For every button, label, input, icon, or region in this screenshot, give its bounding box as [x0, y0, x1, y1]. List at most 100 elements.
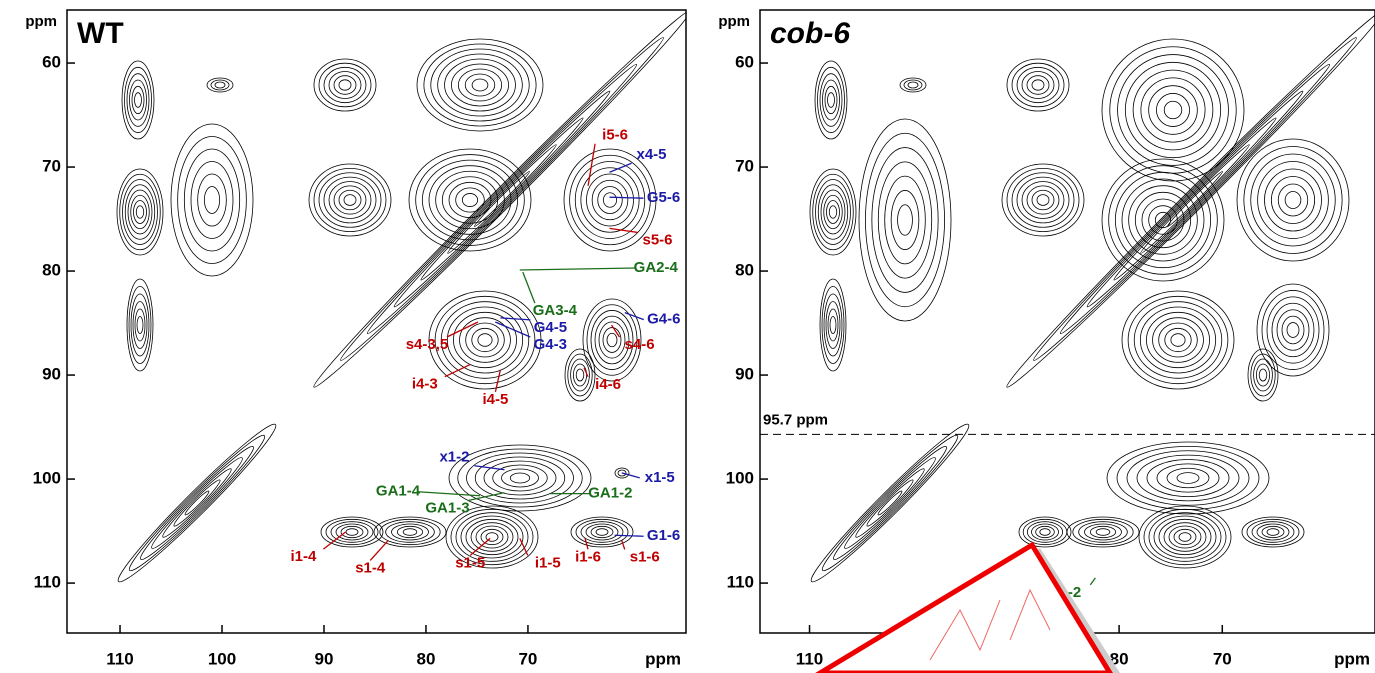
y-tick-label: 70 [42, 157, 61, 176]
contour-line [1147, 460, 1229, 497]
contour-line [438, 54, 523, 116]
contour-line [1285, 192, 1301, 209]
contour-line [1027, 76, 1049, 95]
annotation-label: GA1-4 [376, 483, 421, 500]
contour-line [397, 526, 422, 537]
contour-line [386, 522, 435, 543]
contour-line [1002, 164, 1084, 236]
annotation-leader [520, 538, 528, 555]
contour-line [137, 317, 143, 334]
contour-line [1244, 147, 1342, 254]
contour-line [159, 465, 235, 541]
y-tick-label: 110 [34, 573, 61, 592]
contour-line [1017, 67, 1059, 102]
x-tick-label: 70 [1213, 649, 1232, 668]
contour-line [565, 349, 595, 401]
contour-line [339, 190, 361, 210]
contour-line [1272, 303, 1314, 356]
contour-line [1107, 442, 1269, 514]
contour-line [1144, 509, 1226, 564]
contour-line [1125, 62, 1220, 157]
contour-line [824, 294, 842, 356]
contour-line [607, 333, 617, 346]
annotation-label: GA3-4 [533, 302, 578, 319]
contour-line [581, 522, 623, 543]
annotation-leader [418, 492, 480, 496]
contour-line [117, 169, 163, 255]
contour-line [472, 328, 498, 351]
plot-area [804, 4, 1375, 589]
contour-line [441, 302, 529, 379]
contour-line [804, 417, 977, 590]
annotation-leader [520, 268, 636, 270]
annotation-label: i1-4 [290, 548, 317, 565]
x-tick-label: 110 [106, 649, 133, 668]
contour-line [1012, 173, 1074, 228]
contour-line [821, 190, 845, 234]
contour-line [449, 445, 591, 511]
contour-line [1171, 334, 1185, 347]
contour-line [1007, 59, 1069, 111]
contour-line [864, 477, 915, 528]
contour-line [502, 469, 539, 487]
annotation-label: i1-5 [535, 554, 561, 571]
contour-line [596, 529, 608, 536]
contour-line [1117, 446, 1259, 509]
contour-line [1134, 302, 1222, 379]
contour-line [1027, 522, 1062, 543]
contour-line [1282, 316, 1304, 344]
contour-line [462, 193, 477, 206]
contour-line [828, 441, 952, 565]
contour-line [1146, 312, 1209, 367]
contour-line [475, 457, 565, 499]
contour-line [380, 519, 440, 544]
contour-line [825, 86, 837, 113]
y-tick-label: 80 [735, 261, 754, 280]
contour-line [1137, 455, 1239, 501]
annotation-label: i4-3 [412, 376, 438, 393]
annotation-label: s1-4 [355, 559, 386, 576]
contour-line [1287, 323, 1299, 338]
contour-line [435, 296, 535, 383]
contour-line [1164, 101, 1182, 119]
contour-line [1133, 70, 1213, 150]
y-tick-label: 90 [42, 365, 61, 384]
contour-line [319, 173, 381, 228]
contour-line [852, 465, 928, 541]
contour-line [1122, 291, 1234, 389]
contour-line [1251, 154, 1336, 246]
contour-line [1251, 354, 1275, 396]
annotation-label: x4-5 [637, 146, 667, 163]
contour-line [125, 67, 152, 132]
contour-line [484, 461, 556, 495]
contour-line [1179, 533, 1191, 542]
contour-line [1262, 290, 1324, 369]
panel-title: WT [77, 17, 124, 50]
contour-line [878, 162, 931, 278]
contour-line [1079, 522, 1128, 543]
contour-line [829, 206, 837, 219]
contour-line [1258, 162, 1329, 239]
contour-line [198, 174, 227, 226]
contour-line [314, 168, 386, 231]
contour-line [134, 201, 147, 224]
contour-line [1156, 93, 1189, 126]
contour-line [1153, 318, 1204, 363]
contour-line [1023, 519, 1067, 544]
annotation-leader [610, 197, 644, 198]
y-tick-label: 110 [727, 573, 754, 592]
contour-line [128, 190, 152, 234]
contour-line [451, 64, 508, 106]
contour-line [171, 124, 253, 276]
contour-line [575, 162, 645, 239]
contour-line [147, 453, 247, 553]
contour-line [1159, 519, 1211, 554]
contour-line [859, 119, 951, 321]
reference-label: 95.7 ppm [763, 411, 828, 428]
stamp [820, 545, 1110, 673]
y-tick-label: 100 [726, 469, 754, 488]
contour-line [324, 177, 376, 223]
annotation-leader [523, 272, 535, 303]
contour-line [1141, 78, 1205, 142]
contour-line [1149, 513, 1221, 562]
